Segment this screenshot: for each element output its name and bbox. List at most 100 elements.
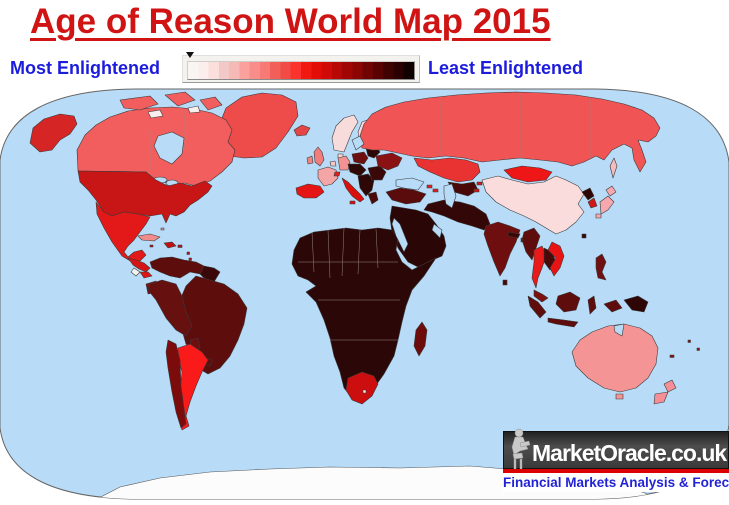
country-thailand <box>531 245 547 289</box>
country-japan <box>605 185 617 197</box>
country-ocean <box>613 323 625 337</box>
country-papua_new_guinea <box>623 295 649 313</box>
country-cuba <box>137 233 161 242</box>
legend-label-most: Most Enlightened <box>10 58 160 78</box>
country-sakhalin <box>609 157 618 179</box>
country-new_zealand <box>653 391 669 405</box>
country-ocean <box>391 217 409 253</box>
country-ocean <box>395 177 425 191</box>
country-australia <box>571 323 659 393</box>
world-map <box>0 88 729 500</box>
country-caribbean <box>149 244 154 248</box>
country-pacific_islands <box>696 347 700 351</box>
logo-tagline-strip: Financial Markets Analysis & Forecasts <box>503 473 729 492</box>
logo-red-divider <box>503 469 729 473</box>
country-vietnam <box>547 241 565 277</box>
country-caribbean <box>186 251 190 255</box>
country-madagascar <box>413 321 428 357</box>
country-ukraine <box>375 152 403 171</box>
country-cuba <box>160 227 165 231</box>
country-sri_lanka <box>502 279 508 286</box>
logo-tagline: Financial Markets Analysis & Forecasts <box>503 475 729 490</box>
country-italy <box>349 200 356 205</box>
country-argentina <box>177 343 209 431</box>
marketoracle-logo[interactable]: MarketOracle.co.uk Financial Markets Ana… <box>503 428 729 492</box>
country-caucasus <box>432 188 439 193</box>
country-indonesia <box>555 291 581 313</box>
country-mexico <box>95 201 151 263</box>
logo-site-name: MarketOracle.co.uk <box>532 440 727 466</box>
country-ocean <box>431 223 443 239</box>
country-hispaniola <box>163 241 177 249</box>
country-ocean <box>153 131 185 165</box>
country-new_zealand <box>663 379 677 393</box>
country-russia <box>359 91 661 173</box>
country-czech_austria_hungary <box>347 163 367 177</box>
country-china <box>481 175 585 235</box>
country-balkans <box>357 173 375 197</box>
legend: Most Enlightened Least Enlightened <box>0 52 729 86</box>
country-norway_sweden <box>331 114 359 153</box>
country-indonesia <box>587 295 597 315</box>
legend-marker-icon <box>186 52 194 58</box>
country-indonesia <box>527 295 547 319</box>
country-canada <box>199 96 223 111</box>
country-canada <box>119 95 159 111</box>
country-costa_rica <box>130 267 141 277</box>
country-mongolia <box>503 165 553 183</box>
country-kyrgyz_tajik <box>473 188 480 193</box>
country-arctic_island_pale <box>147 109 164 119</box>
country-south_korea <box>587 197 598 209</box>
country-pacific_islands <box>687 339 691 343</box>
country-japan <box>595 213 602 219</box>
country-pacific_islands <box>669 354 675 358</box>
country-caribbean <box>177 244 183 248</box>
country-kazakhstan <box>413 157 481 183</box>
world-map-svg <box>0 88 729 500</box>
country-south_africa <box>345 371 379 405</box>
country-peru_bolivia <box>147 279 193 337</box>
country-poland <box>351 151 369 165</box>
country-australia <box>615 393 624 400</box>
country-uk <box>313 146 325 167</box>
country-central_america <box>127 257 151 273</box>
country-ireland <box>306 155 314 165</box>
country-alaska <box>29 113 78 153</box>
country-pakistan_afghan_iran <box>423 199 491 231</box>
country-romania_bulgaria <box>367 165 387 181</box>
page-title: Age of Reason World Map 2015 <box>30 2 551 41</box>
country-turkey <box>385 187 427 205</box>
country-malaysia <box>533 289 549 303</box>
country-nepal <box>507 231 521 239</box>
country-france <box>317 166 339 187</box>
country-ocean <box>351 135 365 151</box>
country-arctic_island_pale <box>187 105 201 114</box>
country-iceland <box>293 124 311 137</box>
country-japan <box>599 195 615 215</box>
country-caucasus <box>426 184 433 189</box>
country-canada <box>164 91 196 107</box>
country-switzerland <box>333 171 341 177</box>
country-greece <box>367 191 379 205</box>
seated-figure-icon <box>510 428 531 474</box>
country-panama <box>139 271 153 279</box>
country-iberia <box>295 183 325 199</box>
country-caribbean <box>188 257 192 261</box>
country-taiwan <box>581 233 587 239</box>
country-kyrgyz_tajik <box>476 181 483 186</box>
country-north_korea <box>581 187 595 201</box>
country-indonesia <box>547 317 579 328</box>
legend-color-scale <box>182 52 420 83</box>
country-chile <box>165 339 187 429</box>
legend-label-least: Least Enlightened <box>428 58 584 78</box>
country-philippines <box>595 253 607 281</box>
logo-banner: MarketOracle.co.uk <box>503 428 729 474</box>
country-africa <box>291 227 437 399</box>
country-lesotho <box>362 389 367 394</box>
country-italy <box>341 177 365 203</box>
country-indonesia <box>603 299 623 313</box>
legend-gradient-bar <box>187 61 415 80</box>
country-greenland <box>217 92 299 159</box>
country-ocean <box>443 183 457 209</box>
